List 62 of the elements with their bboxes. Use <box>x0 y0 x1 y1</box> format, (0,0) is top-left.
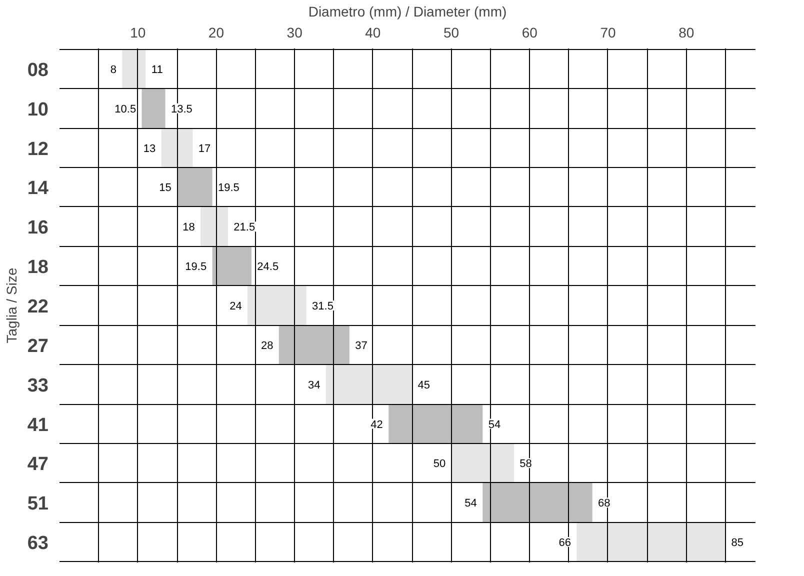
annotation: 17 <box>198 142 211 155</box>
annotation: 19.5 <box>218 182 240 194</box>
y-tick-label: 27 <box>27 336 49 357</box>
y-tick-label: 12 <box>27 138 49 160</box>
y-tick-label: 08 <box>27 60 49 81</box>
x-tick-label: 60 <box>522 24 538 40</box>
bar <box>142 88 166 128</box>
annotation: 68 <box>598 498 610 510</box>
annotation: 11 <box>151 64 163 76</box>
annotation: 85 <box>731 537 744 550</box>
annotation: 45 <box>418 379 430 392</box>
x-tick-label: 50 <box>443 24 460 40</box>
annotation: 21.5 <box>234 222 256 234</box>
annotation: 42 <box>370 418 383 431</box>
annotation: 24 <box>230 300 242 312</box>
annotation: 54 <box>488 418 501 431</box>
annotation: 13 <box>143 142 156 155</box>
x-tick-label: 20 <box>208 24 224 40</box>
bar <box>200 206 228 246</box>
y-tick-label: 18 <box>27 257 49 278</box>
y-tick-label: 22 <box>27 296 49 318</box>
bar <box>177 168 212 207</box>
annotation: 34 <box>308 379 320 392</box>
x-tick-label: 40 <box>365 24 381 40</box>
annotation: 66 <box>558 537 571 550</box>
bar <box>212 246 252 286</box>
bar <box>122 49 146 89</box>
annotation: 13.5 <box>170 103 192 116</box>
x-tick-label: 30 <box>286 24 303 40</box>
y-tick-label: 41 <box>27 414 49 436</box>
annotation: 8 <box>110 64 116 76</box>
x-axis-title: Diametro (mm) / Diameter (mm) <box>308 4 507 20</box>
y-tick-label: 47 <box>27 454 49 476</box>
annotation: 58 <box>520 458 532 470</box>
bar <box>451 443 514 483</box>
x-tick-label: 80 <box>678 24 694 40</box>
annotation: 10.5 <box>114 103 136 116</box>
y-tick-label: 63 <box>27 533 49 554</box>
annotation: 28 <box>260 340 274 352</box>
bar <box>388 404 483 444</box>
y-tick-label: 16 <box>27 218 49 239</box>
annotation: 15 <box>159 182 172 194</box>
annotation: 54 <box>464 498 477 510</box>
y-tick-label: 14 <box>27 178 49 200</box>
annotation: 24.5 <box>257 261 279 274</box>
bar <box>326 364 412 404</box>
bar <box>482 482 592 522</box>
annotation: 31.5 <box>312 300 334 312</box>
x-tick-label: 70 <box>600 24 616 40</box>
bar <box>161 128 193 168</box>
annotation: 18 <box>182 222 195 234</box>
annotation: 37 <box>355 340 368 352</box>
y-tick-label: 51 <box>27 494 49 515</box>
bar <box>248 286 306 326</box>
y-tick-label: 33 <box>27 375 49 396</box>
annotation: 50 <box>433 458 446 470</box>
y-tick-label: 10 <box>27 99 49 120</box>
annotation: 19.5 <box>185 261 207 274</box>
y-axis-title: Taglia / Size <box>3 268 20 344</box>
bar <box>278 325 350 365</box>
x-tick-label: 10 <box>130 24 146 40</box>
bar <box>576 522 726 562</box>
